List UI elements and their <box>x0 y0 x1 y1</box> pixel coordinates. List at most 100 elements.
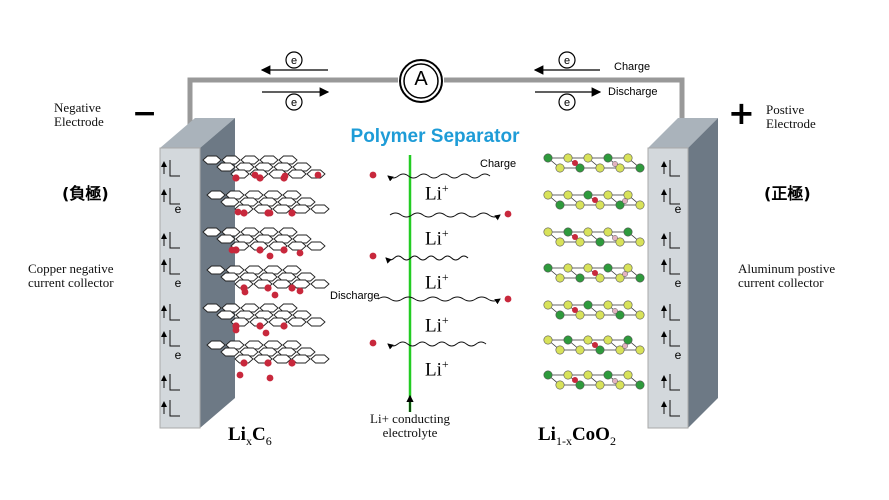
collector-tick <box>669 160 680 177</box>
electrolyte-label: Li+ conducting electrolyte <box>360 411 460 441</box>
collector-tick <box>169 400 180 417</box>
graphite-hexagon <box>220 197 240 207</box>
collector-electron-label: e <box>175 276 182 290</box>
positive-sign: + <box>728 94 755 132</box>
li-ion-base-5: Li <box>425 359 442 381</box>
cathode-atom <box>563 300 573 310</box>
cathode-atom <box>543 300 553 310</box>
lithium-dot <box>240 359 248 367</box>
cathode-atom <box>575 200 585 210</box>
cathode-atom <box>575 310 585 320</box>
ion-discharge-label: Discharge <box>330 290 380 302</box>
cathode-formula-sub1: 1-x <box>555 433 572 448</box>
graphite-hexagon <box>306 241 326 251</box>
cathode-formula-sub2: 2 <box>609 433 616 448</box>
lithium-dot <box>504 295 512 303</box>
lithium-dot <box>592 197 598 203</box>
negative-electrode-line-2: Electrode <box>54 114 104 130</box>
cathode-atom <box>575 273 585 283</box>
li-ion-label-3: Li+ <box>425 270 449 294</box>
cathode-atom <box>595 200 605 210</box>
li-ion-charge-1: + <box>441 181 449 195</box>
graphite-layer <box>202 155 326 182</box>
electrolyte-line-1: Li+ conducting <box>370 411 450 426</box>
cathode-atom <box>615 200 625 210</box>
lithium-dot <box>504 210 512 218</box>
lithium-dot <box>266 209 274 217</box>
graphite-hexagon <box>202 155 222 165</box>
ion-wave-arrow <box>377 296 501 305</box>
cathode-formula-mid: CoO <box>571 424 610 445</box>
graphite-hexagon <box>202 227 222 237</box>
graphite-hexagon <box>306 317 326 327</box>
graphite-layer <box>202 227 326 254</box>
lithium-dot <box>296 287 304 295</box>
cathode-atom <box>635 200 645 210</box>
cathode-atom <box>595 380 605 390</box>
svg-text:e: e <box>564 97 570 109</box>
cathode-chinese-label: (正極) <box>764 184 811 203</box>
cathode-formula-base: Li <box>538 424 556 445</box>
cathode-layer <box>543 300 645 320</box>
cathode-atom <box>555 237 565 247</box>
collector-electron-label: e <box>175 202 182 216</box>
aluminum-collector-label: Aluminum postive current collector <box>738 261 835 291</box>
ammeter-label: A <box>414 68 428 90</box>
graphite-hexagon <box>291 354 311 364</box>
lithium-dot <box>264 284 272 292</box>
graphite-hexagon <box>287 241 307 251</box>
li-ion-label-4: Li+ <box>425 313 449 337</box>
external-wire <box>187 77 685 130</box>
cathode-atom <box>615 273 625 283</box>
cathode-atom <box>583 263 593 273</box>
cathode-atom <box>615 163 625 173</box>
copper-collector-line-2: current collector <box>28 275 114 291</box>
lithium-dot <box>314 171 322 179</box>
cathode-atom <box>583 370 593 380</box>
oxygen-atom <box>612 161 618 167</box>
collector-tick <box>669 330 680 347</box>
lithium-dot <box>592 342 598 348</box>
ion-charge-label: Charge <box>480 158 517 170</box>
graphite-hexagon <box>272 354 292 364</box>
graphite-hexagon <box>291 204 311 214</box>
cathode-atom <box>635 380 645 390</box>
cathode-atom <box>623 335 633 345</box>
li-ion-label-5: Li+ <box>425 357 449 381</box>
svg-text:e: e <box>564 55 570 67</box>
cathode-atom <box>543 153 553 163</box>
lithium-dot <box>288 284 296 292</box>
graphite-hexagon <box>202 303 222 313</box>
lithium-dot <box>266 374 274 382</box>
graphite-hexagon <box>216 310 236 320</box>
positive-electrode-label: Postive Electrode <box>766 102 816 132</box>
lithium-dot <box>256 322 264 330</box>
lithium-dot <box>236 371 244 379</box>
collector-tick <box>169 304 180 321</box>
collector-tick <box>169 232 180 249</box>
collector-electron-marks: e e e e e e <box>161 160 682 417</box>
lithium-dot <box>241 288 249 296</box>
oxygen-atom <box>612 235 618 241</box>
lithium-dot <box>296 249 304 257</box>
oxygen-atom <box>612 308 618 314</box>
cathode-atom <box>615 345 625 355</box>
collector-tick <box>669 374 680 391</box>
lithium-dot <box>262 329 270 337</box>
lithium-dot <box>572 377 578 383</box>
cathode-atom <box>595 273 605 283</box>
lithium-dot <box>228 246 236 254</box>
cathode-atom <box>603 227 613 237</box>
graphite-hexagon <box>287 317 307 327</box>
oxygen-atom <box>622 343 628 349</box>
right-current-collector <box>647 118 718 429</box>
cathode-layer <box>543 335 645 355</box>
positive-electrode-line-2: Electrode <box>766 116 816 132</box>
cathode-atom <box>563 370 573 380</box>
collector-tick <box>169 330 180 347</box>
lithium-dot <box>266 252 274 260</box>
cathode-atom <box>603 190 613 200</box>
graphite-hexagon <box>287 169 307 179</box>
graphite-hexagon <box>272 279 292 289</box>
graphite-hexagon <box>206 190 226 200</box>
